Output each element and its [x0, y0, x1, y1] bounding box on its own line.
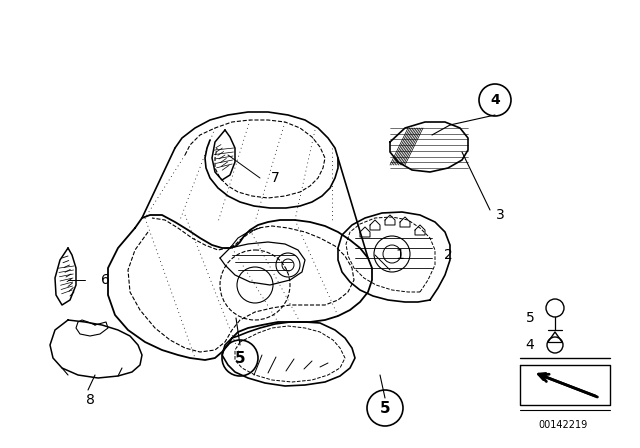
Text: 6: 6	[100, 273, 109, 287]
Text: 4: 4	[490, 93, 500, 107]
FancyArrowPatch shape	[538, 374, 597, 397]
Text: 2: 2	[444, 248, 452, 262]
Text: 5: 5	[380, 401, 390, 415]
Text: 3: 3	[495, 208, 504, 222]
Text: 5: 5	[235, 350, 245, 366]
Text: 7: 7	[271, 171, 280, 185]
Text: 1: 1	[396, 248, 404, 262]
Text: 00142219: 00142219	[538, 420, 588, 430]
Text: 4: 4	[525, 338, 534, 352]
Text: 5: 5	[525, 311, 534, 325]
Text: 8: 8	[86, 393, 95, 407]
